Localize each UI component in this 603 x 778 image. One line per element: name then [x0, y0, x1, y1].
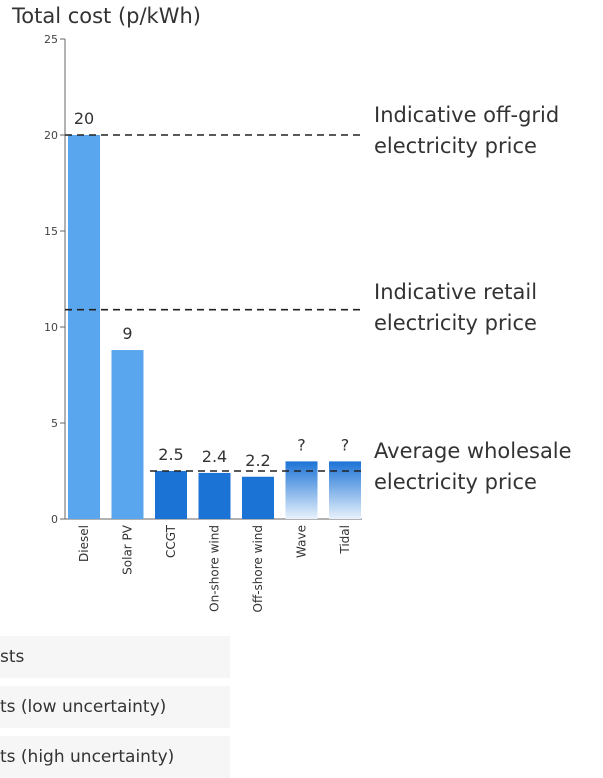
bar-data-label: 2.5 — [158, 445, 183, 464]
reference-label: Indicative off-grid electricity price — [374, 100, 559, 162]
bar-data-label: 9 — [122, 324, 132, 343]
reference-label-line: electricity price — [374, 134, 537, 158]
reference-label: Average wholesale electricity price — [374, 436, 572, 498]
bar-diesel — [68, 135, 100, 519]
bar-data-label: ? — [297, 435, 306, 454]
category-label: Off-shore wind — [251, 525, 265, 612]
legend-item-2: ts (low uncertainty) — [0, 697, 167, 717]
bar-data-label: 2.2 — [245, 451, 270, 470]
cost-bar-chart: Total cost (p/kWh) 0 5 10 15 20 25 20 Diesel 9 S… — [11, 4, 362, 612]
legend-item-1: sts — [0, 647, 25, 667]
y-axis-title: Total cost (p/kWh) — [11, 4, 201, 28]
legend-item-3: ts (high uncertainty) — [0, 747, 175, 767]
y-tick-label: 20 — [44, 129, 58, 142]
bar-off-shore-wind — [242, 476, 274, 519]
legend-row-bg-2 — [0, 686, 230, 728]
reference-label-line: Average wholesale — [374, 439, 572, 463]
bar-data-label: 20 — [74, 109, 94, 128]
bar-solar-pv — [111, 350, 144, 519]
reference-label-line: electricity price — [374, 311, 537, 335]
category-label: Solar PV — [121, 524, 135, 575]
y-tick-label: 5 — [51, 417, 58, 430]
reference-label: Indicative retail electricity price — [374, 277, 537, 339]
category-label: On-shore wind — [208, 525, 222, 612]
y-tick-label: 25 — [44, 33, 58, 46]
category-label: Tidal — [338, 525, 352, 555]
reference-label-line: Indicative off-grid — [374, 103, 560, 127]
bar-on-shore-wind — [198, 472, 231, 519]
category-label: Diesel — [77, 525, 91, 562]
y-tick-label: 0 — [51, 513, 58, 526]
legend-row-bg-1 — [0, 636, 230, 678]
reference-label-line: Indicative retail — [374, 280, 538, 304]
y-tick-label: 15 — [44, 225, 58, 238]
bar-data-label: 2.4 — [202, 447, 227, 466]
bar-ccgt — [155, 471, 187, 519]
category-label: Wave — [295, 525, 309, 558]
category-label: CCGT — [164, 524, 178, 558]
reference-label-line: electricity price — [374, 470, 537, 494]
bar-tidal — [329, 461, 361, 519]
bar-wave — [285, 461, 318, 519]
bar-data-label: ? — [341, 435, 350, 454]
y-tick-label: 10 — [44, 321, 58, 334]
